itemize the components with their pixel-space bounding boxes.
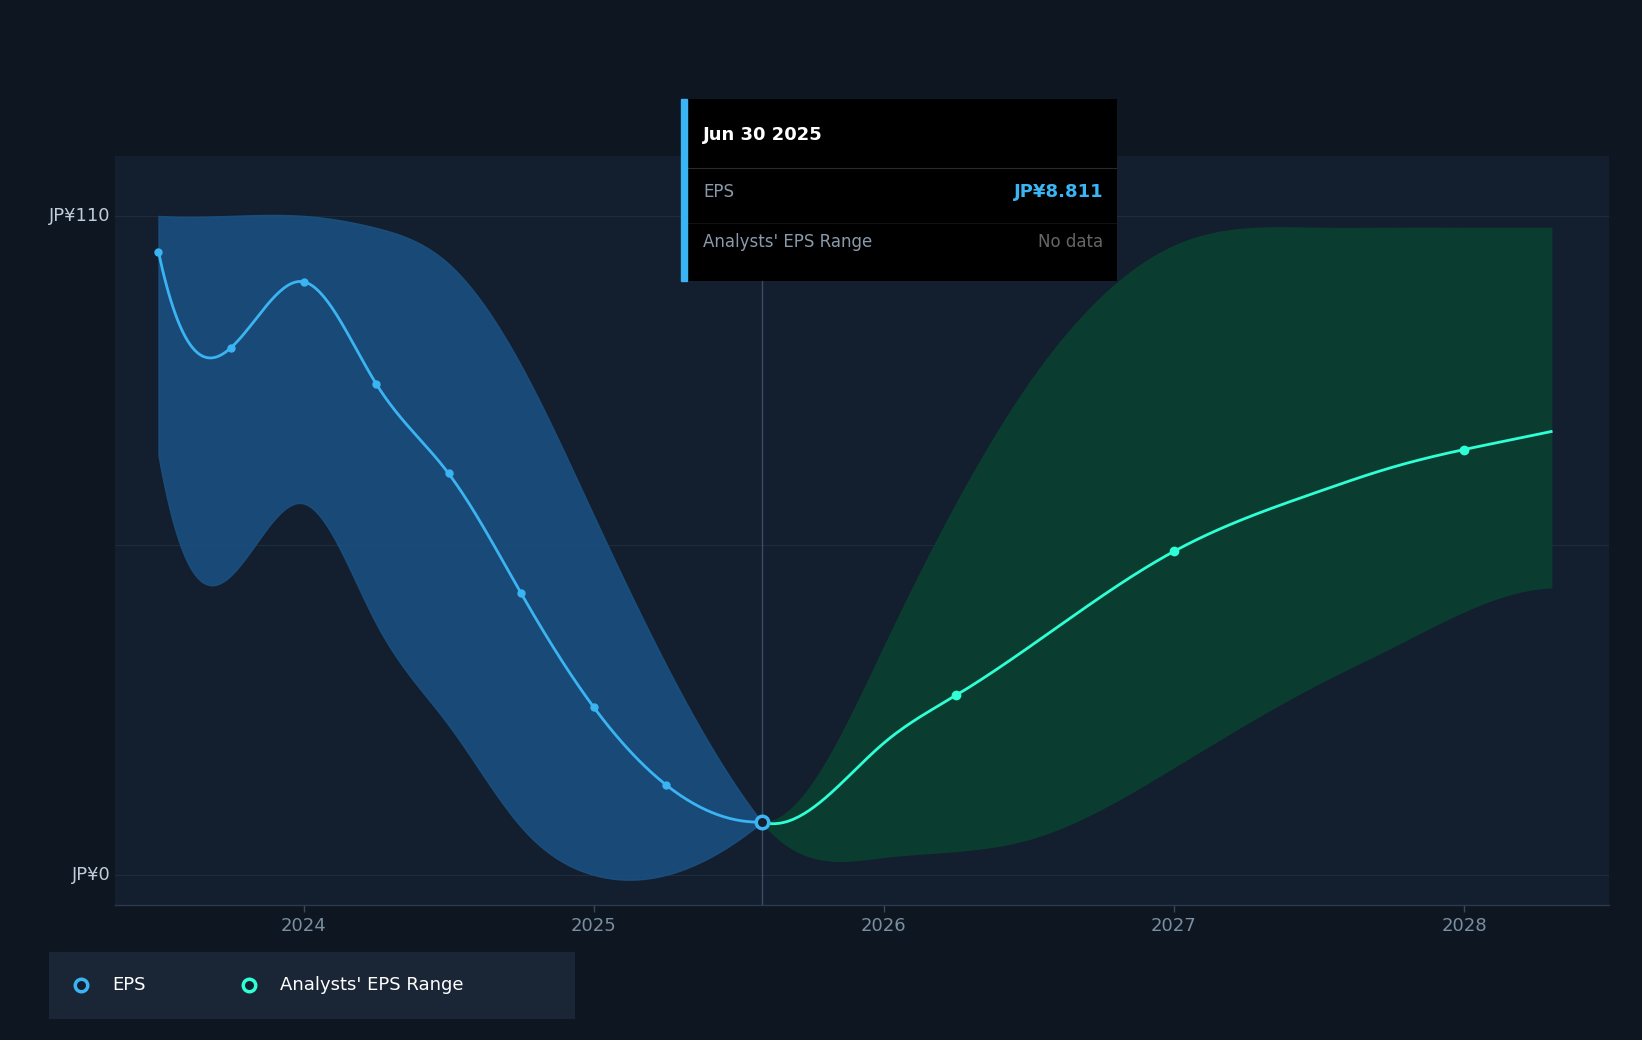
Text: Actual: Actual — [686, 171, 750, 189]
Text: EPS: EPS — [703, 183, 734, 201]
Text: Analysts Forecasts: Analysts Forecasts — [773, 171, 941, 189]
Bar — [681, 99, 686, 281]
Text: JP¥110: JP¥110 — [49, 207, 110, 225]
Text: Analysts' EPS Range: Analysts' EPS Range — [703, 233, 872, 252]
Text: JP¥0: JP¥0 — [72, 866, 110, 884]
Text: JP¥8.811: JP¥8.811 — [1013, 183, 1103, 201]
Text: No data: No data — [1038, 233, 1103, 252]
Text: EPS: EPS — [112, 977, 146, 994]
Text: Jun 30 2025: Jun 30 2025 — [703, 126, 823, 145]
Text: Analysts' EPS Range: Analysts' EPS Range — [281, 977, 465, 994]
